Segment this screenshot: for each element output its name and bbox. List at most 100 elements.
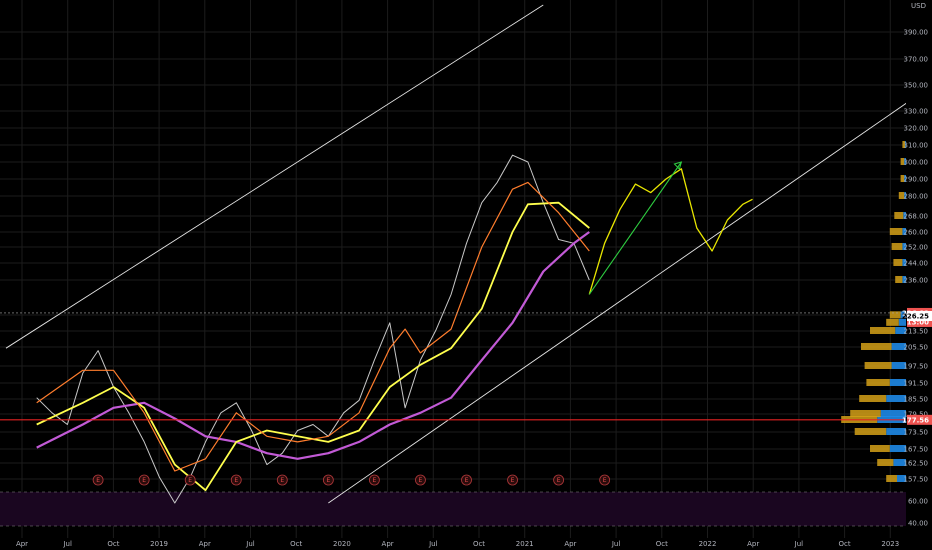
grid bbox=[0, 0, 906, 545]
earnings-marker-circle bbox=[461, 474, 472, 486]
support-price-box-text: 177.56 bbox=[902, 416, 929, 424]
volume-profile-sell-bar bbox=[880, 410, 906, 417]
volume-profile-sell-bar bbox=[903, 212, 906, 219]
price-tick-label: 370.00 bbox=[904, 56, 929, 64]
price-tick-label: 173.50 bbox=[904, 429, 929, 437]
volume-profile-sell-bar bbox=[902, 276, 906, 283]
volume-profile-buy-bar bbox=[877, 459, 894, 466]
countdown-box-text: 13:00 bbox=[907, 318, 929, 326]
price-tick-label: 244.00 bbox=[904, 260, 929, 268]
price-tick-label: 205.50 bbox=[904, 344, 929, 352]
volume-profile-buy-bar bbox=[886, 475, 897, 482]
projection-arrow bbox=[588, 161, 682, 295]
earnings-marker-circle bbox=[322, 474, 334, 486]
price-tick-label: 260.00 bbox=[904, 229, 929, 237]
oscillator-tick-label: 60.00 bbox=[908, 498, 928, 506]
volume-profile-buy-bar bbox=[900, 175, 905, 182]
price-tick-label: 320.00 bbox=[904, 125, 929, 133]
time-tick-label: 2020 bbox=[333, 540, 351, 548]
time-tick-label: 2019 bbox=[150, 540, 168, 548]
countdown-box-bg bbox=[907, 316, 932, 327]
time-axis-background bbox=[0, 538, 932, 550]
volume-profile-buy-bar bbox=[894, 212, 904, 219]
price-tick-label: 197.50 bbox=[904, 363, 929, 371]
volume-profile-buy-bar bbox=[891, 243, 903, 250]
moving-average-orange bbox=[36, 181, 590, 472]
earnings-marker-label: E bbox=[557, 477, 561, 484]
volume-profile-buy-bar bbox=[886, 318, 899, 326]
oscillator-zone bbox=[0, 492, 906, 526]
price-tick-label: 330.00 bbox=[904, 108, 929, 116]
time-tick-label: Oct bbox=[107, 540, 119, 548]
price-series bbox=[36, 154, 753, 504]
time-tick-label: Apr bbox=[564, 540, 576, 548]
volume-profile-sell-bar bbox=[904, 175, 906, 182]
price-tick-label: 268.00 bbox=[904, 213, 929, 221]
channel-lines bbox=[5, 4, 928, 504]
earnings-marker: E bbox=[276, 474, 288, 486]
earnings-marker-label: E bbox=[511, 477, 515, 484]
level-box-text: 226.25 bbox=[902, 313, 929, 321]
volume-profile-sell-bar bbox=[904, 192, 906, 199]
volume-profile-buy-bar bbox=[900, 158, 905, 165]
earnings-marker-label: E bbox=[280, 477, 284, 484]
volume-profile-buy-bar bbox=[870, 327, 896, 334]
earnings-marker-label: E bbox=[96, 477, 100, 484]
earnings-marker: E bbox=[322, 474, 334, 486]
time-tick-label: Jul bbox=[428, 540, 438, 548]
volume-profile-buy-bar bbox=[864, 362, 892, 369]
volume-profile-buy-bar bbox=[902, 141, 906, 148]
earnings-marker-circle bbox=[230, 474, 242, 486]
lower-channel-line bbox=[328, 88, 928, 504]
volume-profile-buy-bar bbox=[893, 259, 903, 266]
volume-profile-buy-bar bbox=[870, 445, 890, 452]
price-tick-label: 185.50 bbox=[904, 396, 929, 404]
price-tick-label: 350.00 bbox=[904, 82, 929, 90]
time-axis[interactable]: Apr Jul Oct 2019 Apr Jul Oct 2020 Apr Jul Oct 2021 A… bbox=[0, 538, 932, 550]
time-tick-label: 2022 bbox=[699, 540, 717, 548]
earnings-marker: E bbox=[507, 474, 518, 486]
earnings-marker-circle bbox=[184, 474, 196, 486]
upper-channel-line bbox=[5, 4, 544, 349]
moving-average-yellow bbox=[36, 201, 590, 492]
volume-profile-buy-bar bbox=[898, 192, 905, 199]
earnings-marker: E bbox=[599, 474, 611, 486]
price-tick-label: 213.50 bbox=[904, 328, 929, 336]
time-tick-label: 2023 bbox=[881, 540, 899, 548]
time-tick-label: Oct bbox=[290, 540, 302, 548]
earnings-marker-label: E bbox=[603, 477, 607, 484]
time-tick-label: Jul bbox=[611, 540, 621, 548]
volume-profile-sell-bar bbox=[902, 228, 906, 235]
volume-profile-sell-bar bbox=[886, 428, 906, 435]
overlays bbox=[0, 161, 906, 421]
volume-profile-sell-bar bbox=[904, 158, 906, 165]
earnings-marker: E bbox=[230, 474, 242, 486]
price-tick-label: 191.50 bbox=[904, 380, 929, 388]
level-box: 226.25 bbox=[902, 311, 932, 321]
time-tick-label: Jul bbox=[62, 540, 72, 548]
volume-profile bbox=[841, 141, 906, 482]
volume-profile-buy-bar bbox=[889, 311, 901, 319]
time-tick-label: Oct bbox=[656, 540, 668, 548]
volume-profile-sell-bar bbox=[905, 141, 906, 148]
volume-profile-sell-bar bbox=[900, 311, 906, 319]
time-tick-label: Apr bbox=[382, 540, 394, 548]
price-tick-label: 157.50 bbox=[904, 476, 929, 484]
time-tick-label: Oct bbox=[473, 540, 485, 548]
time-tick-label: Jul bbox=[245, 540, 255, 548]
price-axis[interactable]: 390.00 370.00 350.00 330.00 320.00 310.00 300.… bbox=[902, 0, 932, 550]
volume-profile-sell-bar bbox=[889, 379, 906, 386]
earnings-marker-label: E bbox=[188, 477, 192, 484]
volume-profile-buy-bar bbox=[850, 410, 881, 417]
price-tick-label: 236.00 bbox=[904, 277, 929, 285]
earnings-marker-label: E bbox=[419, 477, 423, 484]
volume-profile-sell-bar bbox=[902, 243, 906, 250]
support-price-box: 177.56 bbox=[902, 414, 932, 425]
price-axis-background bbox=[906, 0, 932, 550]
volume-profile-sell-bar bbox=[895, 327, 906, 334]
volume-profile-sell-bar bbox=[898, 318, 906, 326]
earnings-marker: E bbox=[138, 474, 150, 486]
